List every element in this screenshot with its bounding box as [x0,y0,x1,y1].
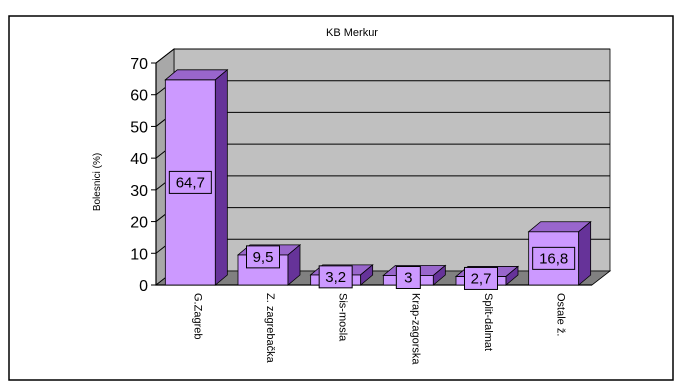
bar-side [287,244,301,286]
data-label-box [395,265,421,289]
x-tick-label: Ostale ž. [555,293,567,336]
bar-side [360,263,374,286]
x-tick-label: G.Zagreb [191,293,203,339]
data-label: 3,2 [325,269,346,286]
data-label-box [246,245,280,269]
y-axis-label: Bolesnici (%) [92,153,103,211]
data-label-box [464,266,498,290]
gridline [155,48,610,64]
x-tick-label: Split-dalmat [482,293,494,351]
data-label-box [168,170,212,194]
data-label: 2,7 [471,270,492,287]
plot-area: 0 10 20 30 40 50 60 70 64,7 G.Zagreb 9,5 Z. zagreba… [130,48,612,365]
y-tick-label: 60 [130,88,148,105]
bar-side [214,68,228,286]
y-tick-label: 30 [130,183,148,200]
y-tick-label: 70 [130,56,148,73]
bar-side [578,220,592,286]
y-tick-label: 0 [139,278,148,295]
data-label: 16,8 [539,250,568,267]
data-label-box [318,265,353,289]
x-tick-label: Z. zagrebačka [264,293,276,364]
data-label: 9,5 [253,249,274,266]
y-tick-label: 20 [130,215,148,232]
y-tick-label: 40 [130,151,148,168]
bar-side [432,264,446,286]
y-tick-label: 50 [130,119,148,136]
data-label-box [532,246,576,270]
y-tick-label: 10 [130,246,148,263]
data-label: 64,7 [176,174,205,191]
x-tick-label: Sis-mosla [337,293,349,342]
x-tick-label: Krap-zagorska [409,293,421,365]
chart-title: KB Merkur [326,27,378,39]
data-label: 3 [404,269,412,286]
bar-side [505,265,519,286]
